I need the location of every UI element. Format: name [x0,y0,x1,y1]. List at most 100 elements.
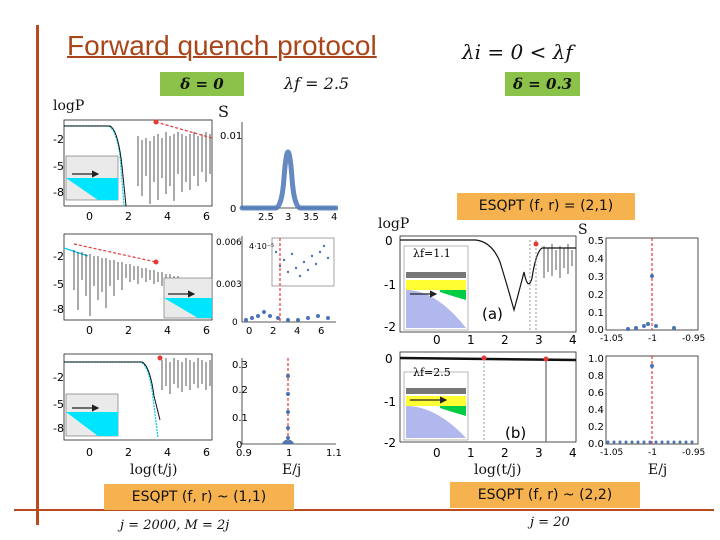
left-S3-xtick-2: 1 [286,448,292,459]
right-energy-axis-label: E/j [648,462,667,478]
lambda-f-value: λf = 2.5 [284,74,349,93]
right-pa-lambda-label: λf=1.1 [413,247,451,260]
right-pa-xtick-1: 0 [433,333,441,347]
right-Sb-xtick-2: -1 [648,448,657,458]
left-S2-ytick-1: 0.006 [216,238,242,248]
right-Sa-xtick-3: -0.95 [682,334,705,344]
right-pb-lambda-label: λf=2.5 [413,366,451,379]
left-p2-xtick-2: 2 [125,324,132,337]
left-energy-axis-label: E/j [282,462,301,478]
left-S3-xtick-1: 0.9 [236,448,252,459]
left-p3-ytick-1: -2 [53,371,64,384]
right-pb-xtick-4: 3 [535,446,543,460]
slide-title: Forward quench protocol [67,30,377,62]
right-pb-xtick-3: 2 [501,446,509,460]
slide-left-rule [36,25,39,525]
left-p3-xtick-2: 2 [125,446,132,459]
right-Sb-ytick-5: 0.2 [588,422,604,433]
left-p3-xtick-3: 4 [164,446,171,459]
right-Sb-ytick-1: 1.0 [588,354,604,365]
right-pa-xtick-5: 4 [569,333,577,347]
right-pb-ytick-1: 0 [385,352,393,366]
right-Sb-ytick-2: 0.8 [588,371,604,382]
params-left-caption: j = 2000, M = 2j [120,518,229,533]
right-pa-ytick-3: -2 [384,320,396,334]
left-S2-ytick-3: 0 [232,318,238,328]
right-Sb-ytick-3: 0.6 [588,388,604,399]
right-Sa-xtick-1: -1.05 [600,334,623,344]
right-pb-ytick-2: -1 [384,395,396,409]
left-S3-xtick-3: 1.1 [326,448,342,459]
left-S2-xtick-2: 2 [270,326,276,337]
left-p2-xtick-4: 6 [203,324,210,337]
left-p2-xtick-1: 0 [86,324,93,337]
left-p2-ytick-3: -8 [53,303,64,316]
left-p3-xtick-1: 0 [86,446,93,459]
left-logP-panel-1 [48,116,218,224]
left-p1-ytick-2: -5 [53,160,64,173]
left-S3-ytick-2: 0.2 [232,385,248,396]
right-logP-label: logP [378,216,409,232]
esqpt-left-badge: ESQPT (f, r) ~ (1,1) [104,484,294,510]
right-pb-ytick-3: -2 [384,436,396,450]
left-p3-xtick-4: 6 [203,446,210,459]
right-pa-xtick-4: 3 [535,333,543,347]
left-S1-xtick-3: 3.5 [303,212,319,223]
right-Sa-ytick-2: 0.4 [588,254,604,265]
left-p1-xtick-3: 4 [164,210,171,223]
left-S1-ytick-2: 0 [230,204,236,215]
left-logP-panel-3 [48,350,218,450]
left-p2-ytick-1: -2 [53,250,64,263]
right-pa-xtick-3: 2 [501,333,509,347]
right-pa-panel-label: (a) [482,305,503,323]
right-Sa-ytick-3: 0.3 [588,272,604,283]
left-p1-xtick-2: 2 [125,210,132,223]
left-logP-label: logP [53,98,84,114]
right-pb-panel-label: (b) [505,424,526,442]
left-S-panel-3 [238,354,338,450]
right-pb-xtick-5: 4 [569,446,577,460]
left-S-panel-1 [238,118,338,216]
esqpt-right-badge: ESQPT (f, r) ~ (2,2) [450,482,640,508]
right-pa-ytick-1: 0 [385,234,393,248]
right-Sa-xtick-2: -1 [648,334,657,344]
left-S1-xtick-1: 2.5 [258,212,274,223]
left-S3-ytick-1: 0.3 [232,360,248,371]
right-Sa-ytick-5: 0.1 [588,308,604,319]
left-p2-xtick-3: 4 [164,324,171,337]
right-time-axis-label: log(t/j) [474,462,521,478]
right-pa-xtick-2: 1 [467,333,475,347]
delta-left-badge: δ = 0 [160,72,244,96]
left-S1-xtick-4: 4 [331,212,337,223]
left-S-label: S [218,102,229,121]
left-S1-xtick-2: 3 [285,212,291,223]
left-p1-ytick-1: -2 [53,133,64,146]
right-pb-xtick-2: 1 [467,446,475,460]
right-Sb-ytick-4: 0.4 [588,405,604,416]
left-p1-xtick-4: 6 [203,210,210,223]
right-pb-xtick-1: 0 [433,446,441,460]
left-p3-ytick-3: -8 [53,422,64,435]
left-p3-ytick-2: -5 [53,398,64,411]
left-S2-ytick-2: 0.003 [216,280,242,290]
lambda-relation: λi = 0 < λf [462,40,573,64]
right-Sb-xtick-1: -1.05 [600,448,623,458]
left-logP-panel-2 [48,230,218,330]
params-right-caption: j = 20 [530,515,570,530]
left-p1-ytick-3: -8 [53,186,64,199]
right-Sa-ytick-4: 0.2 [588,290,604,301]
left-p1-xtick-1: 0 [86,210,93,223]
right-S-panel-a [604,236,700,336]
left-time-axis-label: log(t/j) [130,462,177,478]
esqpt-mid-badge: ESQPT (f, r) = (2,1) [457,193,635,220]
left-p2-ytick-2: -5 [53,278,64,291]
left-S1-ytick-1: 0.01 [220,131,242,142]
right-Sa-ytick-1: 0.5 [588,236,604,247]
left-S3-ytick-3: 0.1 [232,413,248,424]
right-pa-ytick-2: -1 [384,278,396,292]
delta-right-badge: δ = 0.3 [505,72,580,96]
right-S-panel-b [604,354,700,448]
left-S2-xtick-4: 6 [318,326,324,337]
left-S2-xtick-1: 0 [246,326,252,337]
left-S2-inset-label: 4·10⁻⁵ [249,242,274,251]
